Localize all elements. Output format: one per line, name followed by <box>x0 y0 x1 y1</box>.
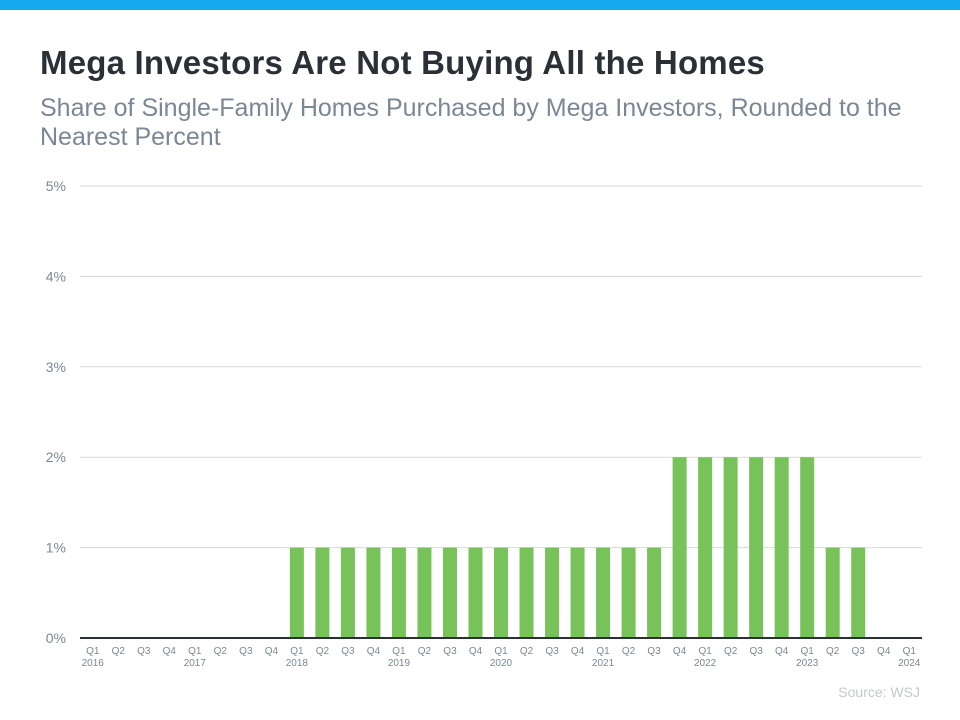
x-tick-quarter: Q2 <box>724 646 738 657</box>
x-tick-quarter: Q3 <box>137 646 151 657</box>
x-tick-year: 2019 <box>388 658 411 669</box>
y-tick-label: 2% <box>46 449 66 465</box>
x-tick-quarter: Q4 <box>469 646 483 657</box>
x-tick-quarter: Q2 <box>826 646 840 657</box>
x-tick-quarter: Q3 <box>443 646 457 657</box>
bar <box>723 457 738 638</box>
bar <box>698 457 713 638</box>
y-tick-label: 0% <box>46 630 66 646</box>
bar <box>647 547 662 638</box>
bar <box>825 547 840 638</box>
top-accent-bar <box>0 0 960 10</box>
bar <box>749 457 764 638</box>
bar <box>468 547 483 638</box>
bar <box>851 547 866 638</box>
x-tick-quarter: Q3 <box>545 646 559 657</box>
x-tick-quarter: Q4 <box>163 646 177 657</box>
y-tick-label: 5% <box>46 178 66 194</box>
x-tick-year: 2023 <box>796 658 819 669</box>
bar <box>366 547 381 638</box>
x-tick-quarter: Q1 <box>290 646 304 657</box>
bar <box>391 547 406 638</box>
x-tick-quarter: Q1 <box>801 646 815 657</box>
x-tick-year: 2022 <box>694 658 717 669</box>
x-tick-year: 2016 <box>82 658 105 669</box>
x-tick-quarter: Q1 <box>596 646 610 657</box>
page-title: Mega Investors Are Not Buying All the Ho… <box>40 44 765 81</box>
bar <box>417 547 432 638</box>
x-tick-quarter: Q4 <box>571 646 585 657</box>
x-tick-year: 2021 <box>592 658 615 669</box>
x-tick-quarter: Q4 <box>877 646 891 657</box>
x-tick-quarter: Q4 <box>775 646 789 657</box>
y-tick-label: 4% <box>46 268 66 284</box>
x-tick-year: 2024 <box>898 658 921 669</box>
x-tick-quarter: Q2 <box>418 646 432 657</box>
x-tick-quarter: Q1 <box>392 646 406 657</box>
x-tick-quarter: Q2 <box>622 646 636 657</box>
x-tick-quarter: Q2 <box>214 646 228 657</box>
x-tick-quarter: Q2 <box>520 646 534 657</box>
x-tick-quarter: Q1 <box>86 646 100 657</box>
x-tick-quarter: Q1 <box>903 646 917 657</box>
bar <box>800 457 815 638</box>
bar <box>340 547 355 638</box>
x-tick-year: 2018 <box>286 658 309 669</box>
bar <box>289 547 304 638</box>
x-tick-quarter: Q4 <box>265 646 279 657</box>
x-tick-quarter: Q3 <box>749 646 763 657</box>
x-tick-year: 2017 <box>184 658 207 669</box>
bar <box>672 457 687 638</box>
x-tick-quarter: Q3 <box>852 646 866 657</box>
bar <box>570 547 585 638</box>
bar <box>494 547 508 638</box>
bar <box>315 547 330 638</box>
x-tick-quarter: Q4 <box>367 646 381 657</box>
x-tick-quarter: Q2 <box>316 646 330 657</box>
bar <box>774 457 789 638</box>
x-tick-year: 2020 <box>490 658 513 669</box>
x-tick-quarter: Q1 <box>698 646 712 657</box>
x-tick-quarter: Q2 <box>112 646 126 657</box>
x-tick-quarter: Q1 <box>494 646 508 657</box>
y-tick-label: 3% <box>46 359 66 375</box>
x-tick-quarter: Q3 <box>341 646 355 657</box>
x-tick-quarter: Q3 <box>239 646 253 657</box>
source-note: Source: WSJ <box>838 684 920 700</box>
x-tick-quarter: Q3 <box>647 646 661 657</box>
y-tick-label: 1% <box>46 540 66 556</box>
x-tick-quarter: Q1 <box>188 646 202 657</box>
bar <box>596 547 611 638</box>
x-tick-quarter: Q4 <box>673 646 687 657</box>
bar <box>545 547 560 638</box>
page-subtitle: Share of Single-Family Homes Purchased b… <box>40 94 902 151</box>
bar <box>621 547 636 638</box>
bar <box>519 547 534 638</box>
bar <box>442 547 457 638</box>
